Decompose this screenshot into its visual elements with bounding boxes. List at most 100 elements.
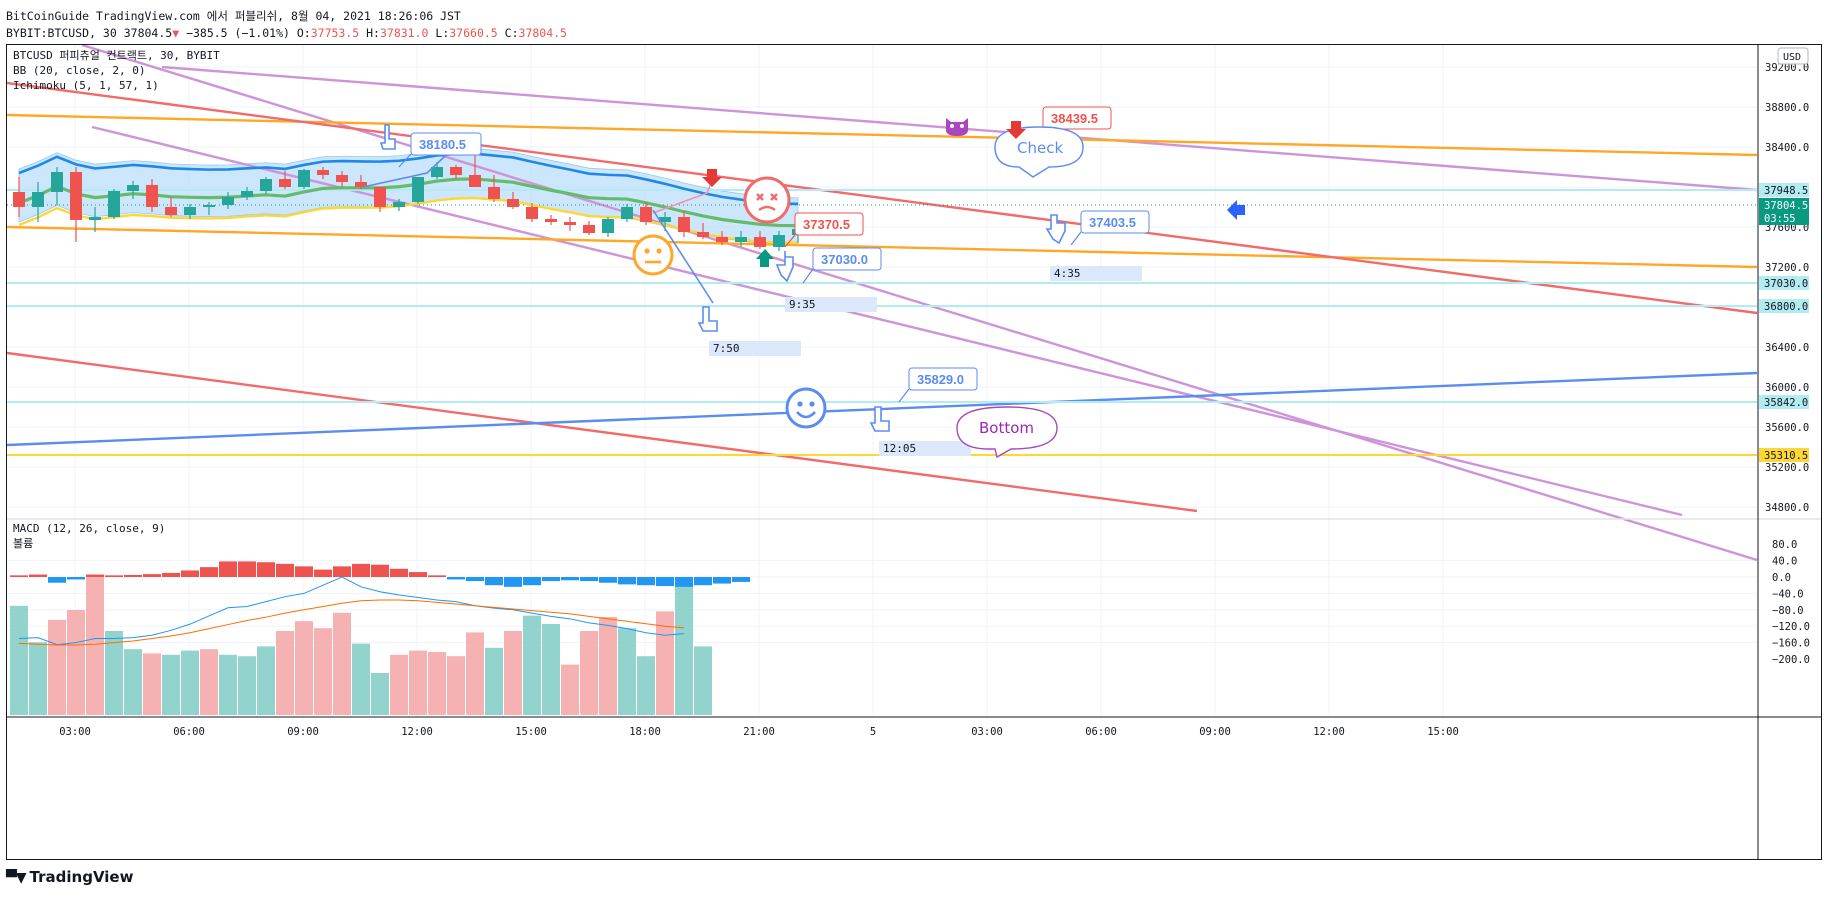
candle[interactable] (393, 199, 405, 211)
candle[interactable] (355, 175, 367, 189)
time-axis[interactable]: 03:00 06:00 09:00 12:00 15:00 18:00 21:00 5 03:0… (59, 726, 1459, 738)
red-line-low[interactable] (7, 351, 1198, 513)
projection-down[interactable] (652, 209, 714, 304)
purple-line-mid[interactable] (81, 45, 1758, 562)
axis-tag[interactable]: 37030.0 (1759, 276, 1809, 290)
purple-line-low[interactable] (91, 125, 1683, 517)
candle[interactable] (165, 197, 177, 217)
macd-hist-bar[interactable] (333, 566, 351, 577)
volume-bar[interactable] (276, 631, 294, 715)
macd-hist-bar[interactable] (732, 577, 750, 582)
macd-hist-bar[interactable] (466, 577, 484, 582)
volume-bar[interactable] (523, 615, 541, 715)
macd-hist-bar[interactable] (504, 577, 522, 587)
macd-hist-bar[interactable] (428, 575, 446, 577)
volume-bar[interactable] (390, 654, 408, 715)
candle[interactable] (450, 165, 462, 179)
macd-hist-bar[interactable] (656, 577, 674, 587)
volume-bar[interactable] (200, 649, 218, 715)
volume-bar[interactable] (656, 611, 674, 715)
candle[interactable] (735, 231, 747, 247)
macd-hist-bar[interactable] (314, 569, 332, 577)
legend-bb[interactable]: BB (20, close, 2, 0) (13, 64, 145, 77)
up-arrow-icon-teal[interactable] (756, 249, 774, 267)
macd-hist-bar[interactable] (390, 568, 408, 577)
volume-bar[interactable] (504, 631, 522, 715)
smile-face-icon[interactable] (785, 387, 827, 429)
hand-icon-1[interactable] (379, 124, 396, 150)
legend-macd[interactable]: MACD (12, 26, close, 9) (13, 522, 165, 535)
macd-hist-bar[interactable] (675, 577, 693, 587)
callout-37030[interactable] (812, 247, 882, 271)
range-box-4-35[interactable] (1050, 266, 1142, 281)
candle[interactable] (488, 175, 500, 202)
macd-hist-bar[interactable] (48, 577, 66, 583)
orange-line-top[interactable] (7, 113, 1758, 157)
candle[interactable] (754, 231, 766, 249)
callout-37370[interactable] (794, 212, 864, 236)
macd-hist-bar[interactable] (181, 570, 199, 577)
volume-bar[interactable] (143, 653, 161, 715)
range-box-9-35[interactable] (785, 297, 877, 312)
macd-hist-bar[interactable] (276, 563, 294, 577)
axis-tag[interactable]: 37948.5 (1759, 183, 1809, 197)
volume-bar[interactable] (371, 673, 389, 715)
candle[interactable] (108, 189, 120, 219)
hand-icon-2[interactable] (697, 306, 718, 332)
macd-hist-bar[interactable] (86, 574, 104, 577)
volume-bar[interactable] (447, 656, 465, 715)
axis-tag[interactable]: 03:55 (1759, 211, 1809, 225)
candle[interactable] (13, 177, 25, 217)
macd-hist-bar[interactable] (238, 561, 256, 577)
candle[interactable] (336, 171, 348, 187)
volume-bar[interactable] (599, 617, 617, 715)
down-arrow-icon-red[interactable] (1006, 121, 1026, 139)
volume-bar[interactable] (352, 643, 370, 715)
volume-bar[interactable] (694, 646, 712, 715)
volume-bar[interactable] (314, 628, 332, 715)
macd-hist-bar[interactable] (257, 562, 275, 577)
candle[interactable] (545, 215, 557, 225)
volume-bar[interactable] (219, 654, 237, 715)
volume-bar[interactable] (333, 612, 351, 715)
currency-badge[interactable] (1777, 47, 1809, 65)
candle[interactable] (32, 182, 44, 222)
volume-bar[interactable] (257, 646, 275, 715)
candle[interactable] (773, 231, 785, 251)
chart-canvas[interactable]: 7:50 9:35 4:35 12:05 38180.5 38439.5 373… (7, 45, 1821, 859)
range-box-12-05[interactable] (879, 441, 971, 456)
volume-bar[interactable] (637, 656, 655, 715)
volume-bar[interactable] (48, 619, 66, 715)
macd-hist-bar[interactable] (143, 574, 161, 577)
axis-tag[interactable]: 37804.5 (1759, 198, 1809, 212)
candle[interactable] (317, 167, 329, 179)
candle[interactable] (222, 192, 234, 209)
volume-bar[interactable] (561, 664, 579, 715)
macd-hist-bar[interactable] (694, 577, 712, 586)
orange-line-low[interactable] (7, 225, 1758, 269)
macd-hist-bar[interactable] (637, 577, 655, 586)
volume-bar[interactable] (124, 649, 142, 715)
volume-bar[interactable] (105, 631, 123, 715)
volume-bar[interactable] (618, 628, 636, 715)
candle[interactable] (412, 177, 424, 204)
macd-hist-bar[interactable] (447, 577, 465, 580)
candle[interactable] (621, 204, 633, 222)
candle[interactable] (70, 167, 82, 242)
dizzy-face-icon[interactable] (743, 176, 791, 224)
volume-bar[interactable] (428, 652, 446, 715)
tradingview-logo[interactable]: ▀▼ TradingView (6, 868, 133, 886)
macd-hist-bar[interactable] (542, 577, 560, 582)
candle[interactable] (678, 211, 690, 237)
hand-icon-5[interactable] (869, 406, 890, 432)
volume-bar[interactable] (86, 575, 104, 715)
macd-hist-bar[interactable] (29, 574, 47, 577)
cat-icon[interactable] (946, 118, 968, 136)
callout-38180[interactable] (410, 132, 482, 156)
candle[interactable] (640, 202, 652, 225)
volume-bar[interactable] (181, 650, 199, 715)
callout-37403[interactable] (1080, 210, 1150, 234)
candle[interactable] (203, 202, 215, 215)
candle[interactable] (298, 169, 310, 189)
axis-tag[interactable]: 36800.0 (1759, 299, 1809, 313)
